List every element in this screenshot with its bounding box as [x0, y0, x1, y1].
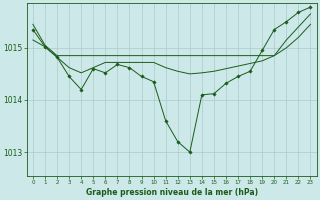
X-axis label: Graphe pression niveau de la mer (hPa): Graphe pression niveau de la mer (hPa) — [86, 188, 258, 197]
